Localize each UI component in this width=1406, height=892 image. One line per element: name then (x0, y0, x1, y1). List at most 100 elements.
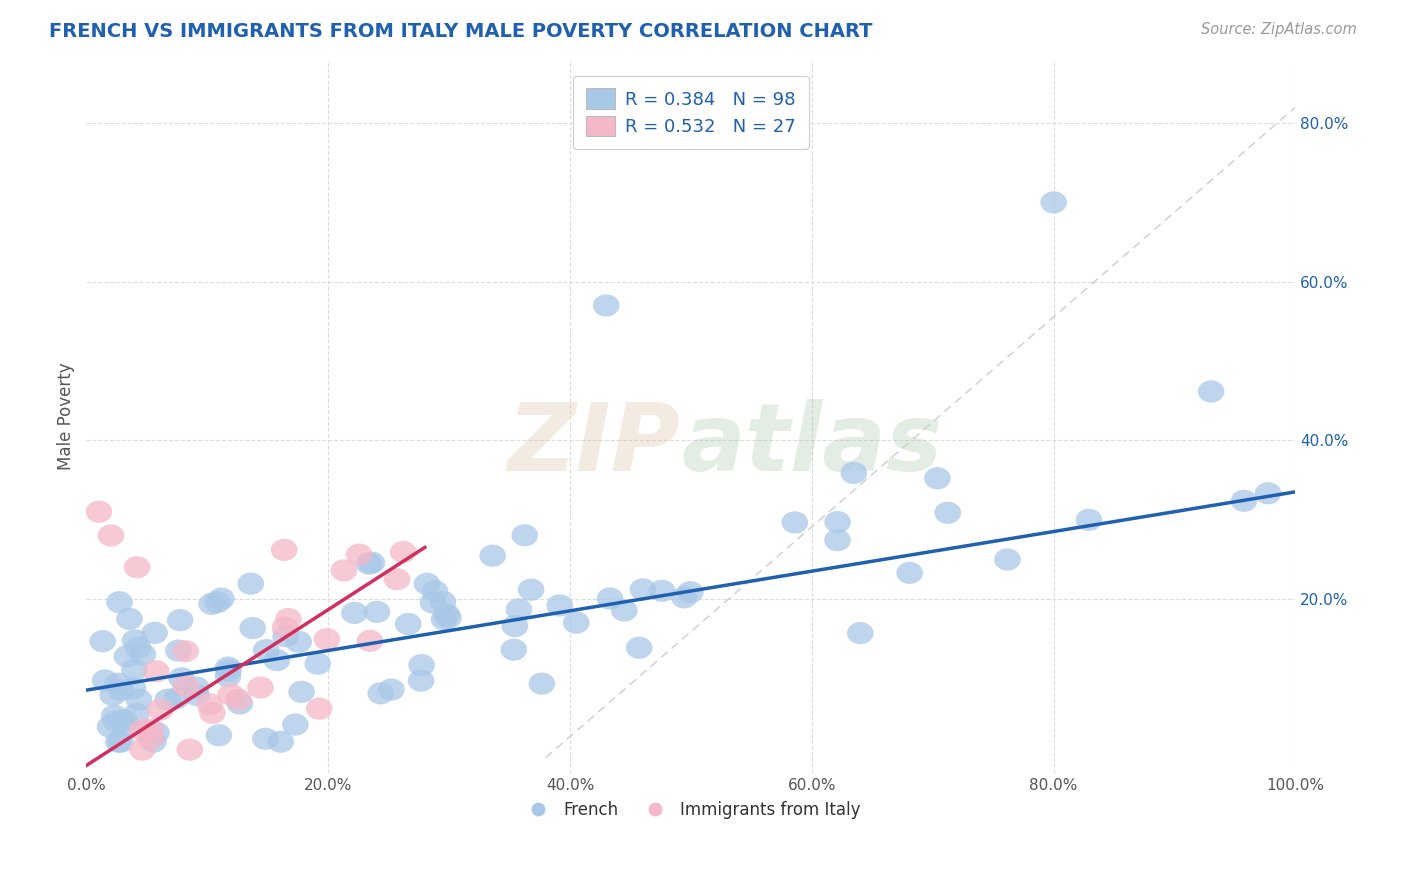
Ellipse shape (97, 715, 124, 738)
Ellipse shape (215, 657, 242, 679)
Ellipse shape (342, 602, 368, 624)
Ellipse shape (562, 612, 589, 633)
Ellipse shape (107, 591, 132, 614)
Ellipse shape (264, 649, 290, 672)
Ellipse shape (367, 682, 394, 705)
Ellipse shape (305, 653, 330, 675)
Ellipse shape (479, 544, 506, 566)
Ellipse shape (357, 630, 384, 652)
Ellipse shape (111, 709, 138, 731)
Ellipse shape (253, 639, 280, 661)
Y-axis label: Male Poverty: Male Poverty (58, 363, 75, 470)
Ellipse shape (276, 607, 302, 630)
Ellipse shape (208, 588, 235, 610)
Ellipse shape (846, 622, 873, 644)
Ellipse shape (117, 607, 143, 630)
Ellipse shape (517, 579, 544, 601)
Ellipse shape (271, 539, 298, 561)
Ellipse shape (314, 628, 340, 650)
Ellipse shape (129, 739, 156, 761)
Ellipse shape (129, 719, 156, 741)
Ellipse shape (204, 591, 231, 614)
Ellipse shape (422, 580, 449, 602)
Ellipse shape (273, 625, 299, 648)
Ellipse shape (108, 679, 135, 701)
Ellipse shape (1040, 191, 1067, 213)
Ellipse shape (125, 689, 152, 711)
Ellipse shape (413, 573, 440, 595)
Ellipse shape (111, 714, 138, 736)
Ellipse shape (433, 603, 460, 625)
Ellipse shape (121, 658, 148, 681)
Ellipse shape (138, 718, 165, 740)
Ellipse shape (678, 581, 703, 603)
Ellipse shape (288, 681, 315, 703)
Ellipse shape (420, 591, 446, 614)
Ellipse shape (114, 645, 141, 667)
Ellipse shape (408, 670, 434, 692)
Ellipse shape (198, 593, 225, 615)
Ellipse shape (267, 731, 294, 753)
Ellipse shape (120, 677, 146, 699)
Ellipse shape (205, 724, 232, 747)
Ellipse shape (125, 637, 152, 659)
Ellipse shape (1230, 490, 1257, 512)
Ellipse shape (935, 501, 962, 524)
Ellipse shape (143, 660, 170, 682)
Ellipse shape (501, 639, 527, 661)
Ellipse shape (163, 687, 190, 709)
Ellipse shape (143, 722, 170, 744)
Ellipse shape (824, 529, 851, 551)
Ellipse shape (271, 616, 298, 639)
Ellipse shape (346, 543, 373, 566)
Ellipse shape (124, 703, 150, 725)
Ellipse shape (129, 643, 156, 665)
Ellipse shape (593, 294, 620, 317)
Ellipse shape (512, 524, 538, 547)
Ellipse shape (173, 674, 200, 697)
Ellipse shape (359, 551, 385, 574)
Ellipse shape (101, 705, 128, 727)
Ellipse shape (285, 631, 312, 653)
Ellipse shape (177, 739, 202, 761)
Ellipse shape (100, 684, 127, 706)
Ellipse shape (86, 500, 112, 523)
Ellipse shape (215, 665, 242, 688)
Ellipse shape (897, 562, 922, 584)
Ellipse shape (630, 578, 657, 600)
Ellipse shape (782, 511, 808, 533)
Ellipse shape (924, 467, 950, 490)
Ellipse shape (307, 698, 333, 720)
Ellipse shape (1254, 482, 1281, 504)
Ellipse shape (142, 622, 167, 644)
Ellipse shape (197, 693, 224, 715)
Ellipse shape (97, 524, 124, 547)
Ellipse shape (104, 673, 131, 695)
Ellipse shape (218, 683, 245, 706)
Ellipse shape (165, 640, 191, 662)
Text: FRENCH VS IMMIGRANTS FROM ITALY MALE POVERTY CORRELATION CHART: FRENCH VS IMMIGRANTS FROM ITALY MALE POV… (49, 22, 873, 41)
Ellipse shape (506, 599, 533, 621)
Ellipse shape (384, 568, 411, 591)
Ellipse shape (200, 702, 225, 724)
Ellipse shape (378, 679, 405, 700)
Text: ZIP: ZIP (508, 399, 681, 491)
Ellipse shape (173, 640, 200, 662)
Ellipse shape (91, 669, 118, 691)
Ellipse shape (841, 462, 868, 484)
Ellipse shape (596, 588, 623, 609)
Ellipse shape (1198, 380, 1225, 402)
Ellipse shape (430, 591, 456, 613)
Ellipse shape (226, 692, 253, 714)
Ellipse shape (994, 549, 1021, 571)
Ellipse shape (502, 615, 529, 637)
Ellipse shape (283, 714, 309, 736)
Ellipse shape (183, 684, 209, 706)
Ellipse shape (612, 599, 637, 622)
Ellipse shape (138, 727, 165, 749)
Ellipse shape (148, 698, 174, 721)
Ellipse shape (124, 556, 150, 578)
Ellipse shape (395, 613, 422, 635)
Ellipse shape (103, 710, 129, 732)
Ellipse shape (364, 600, 391, 623)
